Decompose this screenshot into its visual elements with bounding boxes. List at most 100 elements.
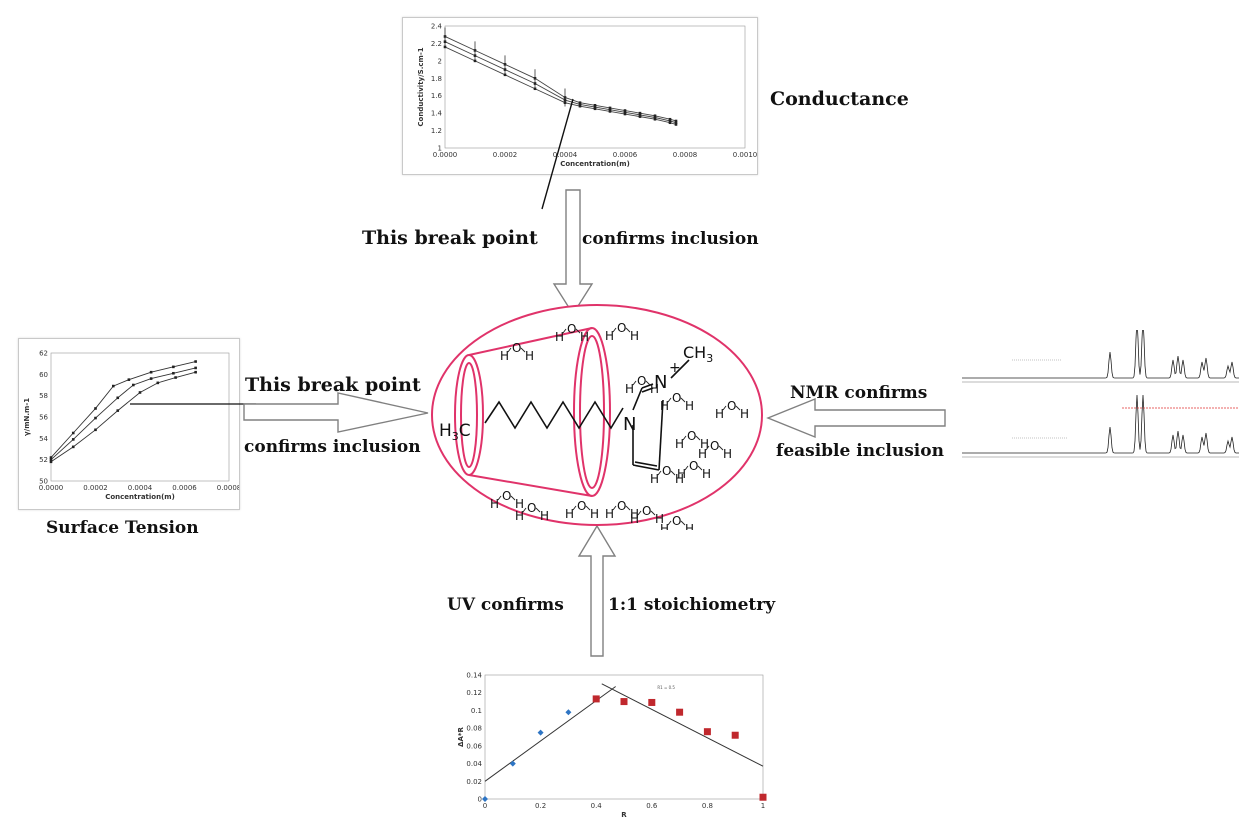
svg-text:H: H <box>740 407 749 421</box>
arrow-right-from-surface-tension <box>243 392 429 433</box>
x-tick-label: 0 <box>483 802 487 810</box>
x-tick-label: 0.0004 <box>128 484 153 492</box>
data-point <box>668 117 672 121</box>
data-point <box>653 114 657 118</box>
data-point <box>503 73 507 77</box>
x-tick-label: 0.0006 <box>172 484 197 492</box>
plot-area <box>50 352 230 482</box>
water-molecule: HOH <box>715 399 749 421</box>
svg-text:H: H <box>660 522 669 530</box>
water-molecule: HOH <box>605 321 639 343</box>
svg-text:O: O <box>617 499 626 513</box>
water-molecule: HOH <box>500 341 534 363</box>
svg-text:O: O <box>727 399 736 413</box>
svg-text:H: H <box>675 472 684 486</box>
data-point <box>578 101 582 104</box>
water-molecule: HOH <box>630 504 664 526</box>
x-axis-label: Concentration(m) <box>105 493 175 501</box>
surface-tension-chart: 0.0000 0.0002 0.0004 0.0006 0.0008 50 52 54 56 58… <box>23 350 239 502</box>
svg-text:H: H <box>685 399 694 413</box>
svg-text:O: O <box>512 341 521 355</box>
water-molecule: HOH <box>660 514 694 530</box>
data-point <box>503 68 507 71</box>
nmr-spectrum-top <box>962 330 1239 379</box>
svg-text:H: H <box>655 512 664 526</box>
complex-ellipse <box>431 304 763 526</box>
uv-job-plot-panel: 0 0.2 0.4 0.6 0.8 1 0 0.02 0.04 0.06 0.08 0.1 0.12 0.… <box>430 660 780 829</box>
svg-text:H: H <box>650 382 659 396</box>
data-point <box>608 110 612 113</box>
data-point <box>94 416 97 420</box>
data-point <box>473 59 477 63</box>
data-point <box>674 121 678 125</box>
data-point <box>623 109 627 112</box>
svg-text:O: O <box>710 439 719 453</box>
data-point <box>149 377 153 380</box>
y-tick-label: 62 <box>39 350 48 358</box>
nmr-confirms-label: NMR confirms <box>790 383 928 403</box>
x-tick-label: 0.4 <box>591 802 603 810</box>
x-tick-label: 0.0002 <box>83 484 108 492</box>
alkyl-chain <box>484 400 624 430</box>
x-axis-label: Concentration(m) <box>560 160 630 168</box>
svg-text:O: O <box>672 514 681 528</box>
surface-tension-break-pointer <box>130 403 256 405</box>
nitrogen-3: N <box>654 372 667 393</box>
data-point <box>174 376 177 379</box>
conductance-break-pointer <box>541 98 574 210</box>
y-tick-label: 52 <box>39 456 48 464</box>
y-tick-label: 0.06 <box>466 742 482 750</box>
data-point <box>638 115 642 118</box>
stoichiometry-label: 1:1 stoichiometry <box>608 595 776 615</box>
uv-annotation: R1 = 0.5 <box>657 685 675 690</box>
svg-text:H: H <box>555 330 564 344</box>
svg-text:H: H <box>630 507 639 521</box>
data-point <box>623 112 627 116</box>
data-point <box>674 119 678 123</box>
x-tick-label: 0.0008 <box>673 151 698 159</box>
y-tick-label: 0.08 <box>466 725 482 733</box>
svg-text:H: H <box>700 437 709 451</box>
nmr-spectra <box>962 330 1239 458</box>
svg-text:O: O <box>672 391 681 405</box>
data-point <box>668 121 672 125</box>
y-tick-label: 0.14 <box>466 672 482 680</box>
svg-text:O: O <box>567 322 576 336</box>
imidazolium-ring <box>632 359 690 471</box>
svg-text:H: H <box>500 349 509 363</box>
data-point <box>116 396 120 400</box>
arrow-up-from-uv <box>577 524 617 657</box>
conductance-chart-panel: 0.0000 0.0002 0.0004 0.0006 0.0008 0.0010 1 1.2… <box>402 17 758 175</box>
uv-job-plot: 0 0.2 0.4 0.6 0.8 1 0 0.02 0.04 0.06 0.08 0.1 0.12 0.… <box>457 672 767 819</box>
data-point <box>608 106 612 110</box>
data-point-red <box>620 698 628 706</box>
data-point <box>533 82 537 85</box>
svg-text:O: O <box>502 489 511 503</box>
data-point <box>94 428 97 432</box>
data-point <box>533 87 537 91</box>
y-tick-label: 50 <box>39 478 48 486</box>
svg-text:H: H <box>625 382 634 396</box>
data-point <box>593 104 597 107</box>
data-point <box>593 105 597 109</box>
data-point <box>172 371 175 375</box>
svg-text:O: O <box>642 504 651 518</box>
data-point-red <box>759 793 767 801</box>
x-axis-label: R <box>621 811 627 819</box>
series-line <box>50 367 196 460</box>
data-point <box>578 104 582 108</box>
svg-text:H: H <box>677 467 686 481</box>
svg-text:H: H <box>525 349 534 363</box>
y-tick-label: 1.2 <box>431 127 442 135</box>
y-tick-label: 0.1 <box>471 707 482 715</box>
data-point <box>194 360 197 363</box>
x-tick-label: 0.8 <box>702 802 713 810</box>
y-tick-label: 1.8 <box>431 75 442 83</box>
break-point-label-top: This break point <box>362 227 538 249</box>
conductance-chart: 0.0000 0.0002 0.0004 0.0006 0.0008 0.0010 1 1.2… <box>417 23 757 169</box>
y-tick-label: 1.4 <box>431 110 443 118</box>
conductance-label: Conductance <box>770 88 909 110</box>
water-molecule: HOH <box>675 429 709 451</box>
feasible-inclusion-label: feasible inclusion <box>776 441 944 461</box>
data-point-red <box>648 698 656 706</box>
